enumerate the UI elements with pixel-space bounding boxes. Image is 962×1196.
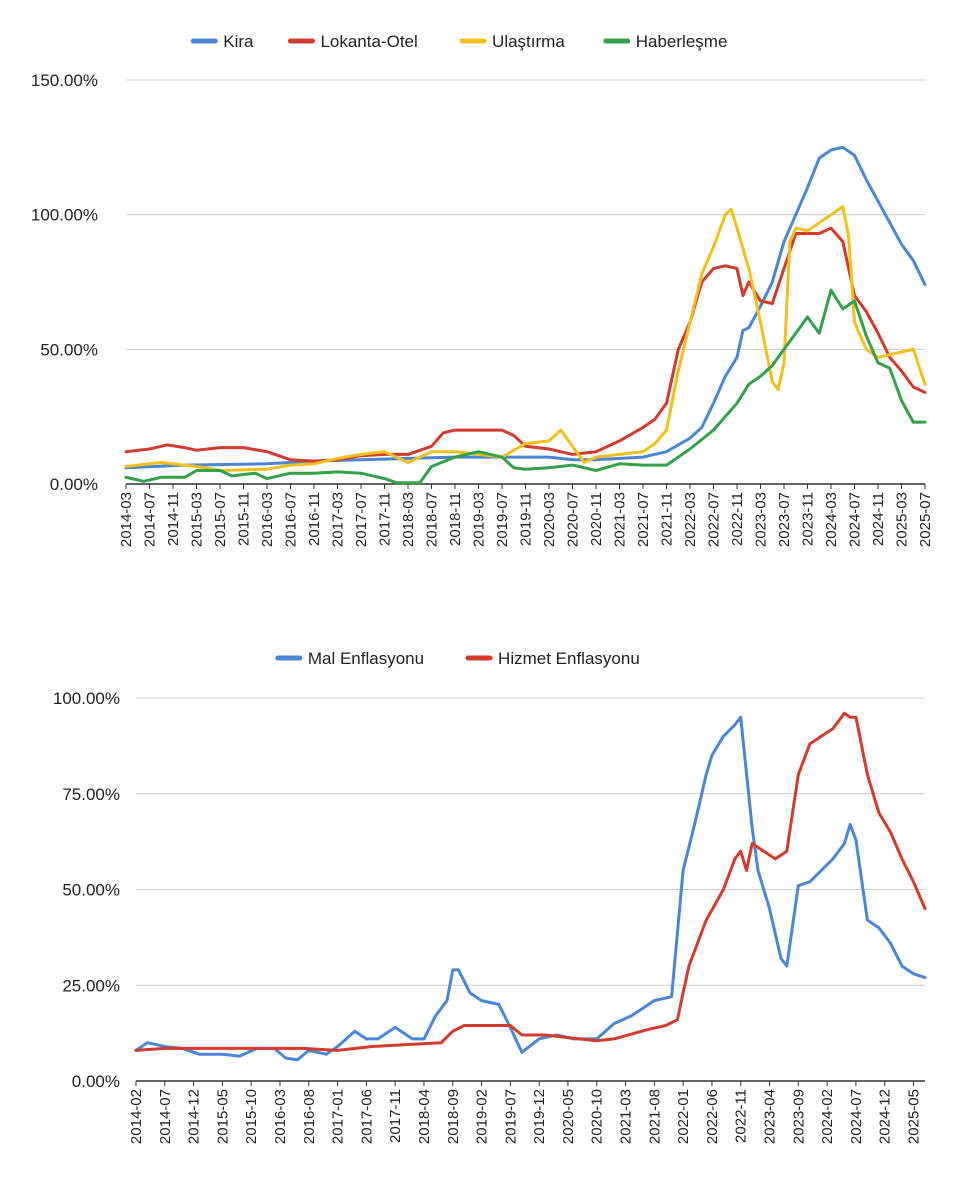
x-tick-label: 2023-04 — [762, 1089, 779, 1144]
x-tick-label: 2022-06 — [704, 1089, 721, 1144]
x-tick-label: 2022-07 — [706, 492, 723, 547]
x-tick-label: 2016-08 — [301, 1089, 318, 1144]
y-tick-label: 100.00% — [53, 689, 120, 708]
x-tick-label: 2020-11 — [588, 492, 605, 546]
x-tick-label: 2014-03 — [118, 492, 135, 547]
x-tick-label: 2019-12 — [531, 1089, 548, 1144]
x-tick-label: 2017-11 — [387, 1089, 404, 1143]
legend-item-lokanta-otel: Lokanta-Otel — [287, 32, 418, 51]
x-tick-label: 2022-03 — [682, 492, 699, 547]
series-line-ulastirma — [124, 205, 927, 472]
x-tick-label: 2020-05 — [560, 1089, 577, 1144]
x-tick-label: 2024-11 — [870, 492, 887, 546]
x-tick-label: 2018-03 — [400, 492, 417, 547]
x-tick-label: 2024-02 — [819, 1089, 836, 1144]
x-tick-label: 2024-07 — [848, 1089, 865, 1144]
x-tick-label: 2016-03 — [272, 1089, 289, 1144]
x-tick-label: 2016-03 — [259, 492, 276, 547]
x-tick-label: 2015-07 — [212, 492, 229, 547]
series-line-lokanta-otel — [124, 226, 927, 463]
x-tick-label: 2019-07 — [502, 1089, 519, 1144]
x-tick-label: 2018-09 — [445, 1089, 462, 1144]
y-tick-label: 50.00% — [40, 340, 98, 359]
x-tick-label: 2023-11 — [800, 492, 817, 546]
x-tick-label: 2020-10 — [589, 1089, 606, 1144]
legend-label: Mal Enflasyonu — [308, 649, 424, 668]
x-tick-label: 2017-03 — [330, 492, 347, 547]
x-tick-label: 2016-07 — [283, 492, 300, 547]
x-tick-label: 2022-01 — [675, 1089, 692, 1144]
x-tick-label: 2016-11 — [306, 492, 323, 546]
chart-top-sector-inflation: 0.00% 50.00% 100.00% 150.00% 2014-03 2014-07 2… — [31, 32, 934, 547]
series-line-haberlesme — [124, 288, 927, 485]
x-tick-label: 2015-03 — [189, 492, 206, 547]
x-tick-label: 2017-07 — [353, 492, 370, 547]
x-tick-label: 2019-11 — [518, 492, 535, 546]
x-tick-label: 2022-11 — [733, 1089, 750, 1143]
legend-item-kira: Kira — [190, 32, 254, 51]
legend-label: Ulaştırma — [492, 32, 565, 51]
legend-item-hizmet-enflasyonu: Hizmet Enflasyonu — [465, 649, 640, 668]
series-line-kira — [124, 145, 927, 470]
x-tick-label: 2025-05 — [905, 1089, 922, 1144]
x-tick-label: 2014-07 — [157, 1089, 174, 1144]
x-tick-label: 2015-10 — [243, 1089, 260, 1144]
legend-item-ulastirma: Ulaştırma — [459, 32, 565, 51]
x-tick-label: 2020-07 — [565, 492, 582, 547]
y-tick-label: 100.00% — [31, 206, 98, 225]
x-tick-label: 2021-11 — [659, 492, 676, 546]
series-line-hizmet-enflasyonu — [134, 711, 927, 1052]
x-tick-label: 2024-12 — [877, 1089, 894, 1144]
legend-label: Hizmet Enflasyonu — [498, 649, 640, 668]
x-tick-label: 2018-11 — [447, 492, 464, 546]
x-tick-label: 2019-02 — [474, 1089, 491, 1144]
x-tick-label: 2014-12 — [186, 1089, 203, 1144]
x-tick-label: 2018-04 — [416, 1089, 433, 1144]
series-line-mal-enflasyonu — [134, 715, 927, 1062]
y-tick-label: 75.00% — [62, 785, 120, 804]
legend-label: Haberleşme — [636, 32, 728, 51]
x-tick-label: 2024-03 — [823, 492, 840, 547]
y-tick-label: 50.00% — [62, 881, 120, 900]
legend-label: Kira — [223, 32, 254, 51]
x-tick-label: 2019-03 — [471, 492, 488, 547]
x-tick-label: 2021-03 — [618, 1089, 635, 1144]
x-tick-label: 2017-01 — [330, 1089, 347, 1144]
x-tick-label: 2014-11 — [165, 492, 182, 546]
x-tick-label: 2023-09 — [790, 1089, 807, 1144]
x-tick-label: 2022-11 — [729, 492, 746, 546]
x-tick-label: 2023-07 — [776, 492, 793, 547]
x-tick-label: 2017-11 — [377, 492, 394, 546]
x-tick-label: 2021-07 — [635, 492, 652, 547]
legend-item-haberlesme: Haberleşme — [603, 32, 728, 51]
x-tick-label: 2015-05 — [214, 1089, 231, 1144]
x-tick-label: 2025-03 — [894, 492, 911, 547]
x-tick-label: 2025-07 — [917, 492, 934, 547]
y-tick-label: 150.00% — [31, 71, 98, 90]
x-tick-label: 2019-07 — [494, 492, 511, 547]
x-tick-label: 2018-07 — [424, 492, 441, 547]
legend-item-mal-enflasyonu: Mal Enflasyonu — [275, 649, 424, 668]
x-tick-label: 2024-07 — [847, 492, 864, 547]
x-tick-label: 2015-11 — [236, 492, 253, 546]
chart-bottom-goods-services-inflation: 0.00% 25.00% 50.00% 75.00% 100.00% 2014-02 201… — [53, 649, 927, 1144]
x-tick-label: 2023-03 — [753, 492, 770, 547]
x-tick-label: 2014-02 — [128, 1089, 145, 1144]
x-tick-label: 2021-08 — [646, 1089, 663, 1144]
y-tick-label: 0.00% — [72, 1072, 120, 1091]
x-tick-label: 2020-03 — [541, 492, 558, 547]
x-tick-label: 2014-07 — [142, 492, 159, 547]
x-tick-label: 2017-06 — [358, 1089, 375, 1144]
x-tick-label: 2021-03 — [612, 492, 629, 547]
legend-label: Lokanta-Otel — [320, 32, 417, 51]
y-tick-label: 0.00% — [50, 475, 98, 494]
y-tick-label: 25.00% — [62, 976, 120, 995]
